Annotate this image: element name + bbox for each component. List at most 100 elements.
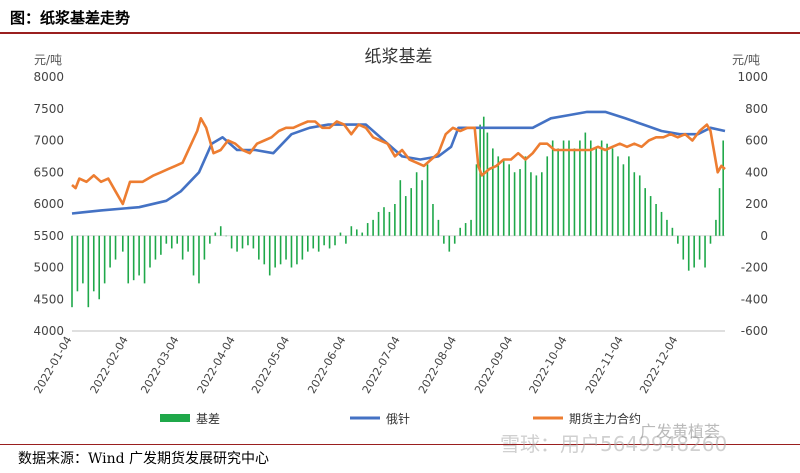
- basis-bar: [132, 235, 135, 281]
- basis-bar: [203, 235, 206, 260]
- y-tick-right: 0: [760, 229, 768, 243]
- x-tick-label: 2022-07-04: [360, 334, 403, 396]
- basis-bar: [198, 235, 200, 284]
- basis-bar: [366, 223, 369, 236]
- y-tick-left: 7500: [33, 102, 64, 116]
- basis-bar: [568, 140, 570, 236]
- y-axis-label-right: 元/吨: [732, 53, 760, 67]
- basis-bar: [677, 235, 679, 244]
- basis-bar: [589, 140, 592, 236]
- basis-bar: [247, 235, 249, 246]
- basis-bar: [479, 124, 481, 236]
- basis-bar: [432, 204, 434, 236]
- y-axis-label-left: 元/吨: [34, 53, 62, 67]
- basis-bar: [127, 235, 130, 284]
- basis-bar: [268, 235, 271, 276]
- basis-bar: [241, 235, 244, 249]
- basis-bar: [551, 140, 554, 236]
- basis-bar: [464, 223, 467, 236]
- y-tick-left: 6000: [33, 197, 64, 211]
- basis-bar: [622, 164, 625, 236]
- basis-bar: [290, 235, 293, 268]
- basis-bar: [92, 235, 95, 292]
- basis-bar: [718, 188, 721, 236]
- basis-bar: [383, 207, 385, 236]
- basis-bar: [704, 235, 706, 268]
- caption-rule: [0, 32, 800, 34]
- basis-bar: [595, 148, 598, 236]
- source-note: 数据来源：Wind 广发期货发展研究中心: [18, 451, 270, 467]
- figure-caption: 图：纸浆基差走势: [10, 9, 131, 27]
- basis-bars: [71, 116, 724, 308]
- basis-bar: [606, 143, 608, 236]
- basis-bar: [617, 156, 619, 236]
- basis-bar: [508, 164, 510, 236]
- basis-bar: [709, 235, 712, 244]
- basis-bar: [209, 235, 211, 244]
- basis-bar: [377, 211, 380, 236]
- basis-bar: [236, 235, 238, 252]
- basis-bar: [573, 148, 576, 236]
- basis-bar: [453, 235, 456, 244]
- x-tick-label: 2022-03-04: [138, 334, 181, 396]
- chart-area: 纸浆基差 元/吨 元/吨 4000 4500 5000 5500 6000 6500 7000 75…: [0, 34, 800, 444]
- basis-bar: [502, 159, 505, 236]
- x-tick-label: 2022-08-04: [416, 334, 459, 396]
- y-tick-right: -400: [741, 292, 768, 306]
- x-tick-label: 2022-12-04: [637, 334, 680, 396]
- basis-bar: [655, 204, 657, 236]
- basis-bar: [404, 196, 407, 236]
- basis-bar: [230, 235, 233, 249]
- basis-bar: [181, 235, 184, 260]
- basis-bar: [312, 235, 315, 249]
- basis-bar: [437, 219, 440, 236]
- basis-bar: [426, 164, 429, 236]
- basis-bar: [638, 175, 641, 236]
- basis-bar: [600, 140, 603, 236]
- basis-bar: [557, 148, 559, 236]
- basis-bar: [258, 235, 260, 260]
- basis-bar: [98, 235, 101, 300]
- basis-bar: [71, 235, 73, 308]
- basis-bar: [334, 235, 336, 246]
- basis-bar: [149, 235, 151, 268]
- x-tick-label: 2022-09-04: [472, 334, 515, 396]
- y-tick-left: 8000: [33, 70, 64, 84]
- basis-bar: [214, 232, 217, 236]
- legend-swatch-basis: [160, 414, 190, 422]
- basis-bar: [339, 232, 342, 236]
- basis-bar: [170, 235, 173, 249]
- legend-label: 期货主力合约: [569, 411, 641, 426]
- basis-bar: [671, 227, 674, 236]
- y-tick-left: 6500: [33, 165, 64, 179]
- basis-bar: [165, 235, 168, 244]
- basis-bar: [82, 235, 84, 284]
- y-tick-right: 400: [745, 165, 768, 179]
- y-tick-right: 600: [745, 134, 768, 148]
- basis-bar: [530, 172, 532, 236]
- basis-bar: [513, 172, 516, 236]
- basis-bar: [492, 148, 494, 236]
- x-tick-label: 2022-11-04: [583, 334, 626, 396]
- basis-bar: [143, 235, 146, 284]
- basis-bar: [475, 164, 478, 236]
- basis-bar: [660, 211, 663, 236]
- watermark-main: 雪球：用户5649948260: [500, 432, 728, 456]
- basis-bar: [355, 229, 358, 236]
- basis-bar: [187, 235, 189, 252]
- y-tick-right: 200: [745, 197, 768, 211]
- basis-bar: [160, 235, 162, 255]
- basis-bar: [584, 132, 587, 236]
- basis-bar: [317, 235, 320, 252]
- basis-bar: [388, 211, 391, 236]
- basis-bar: [109, 235, 111, 268]
- chart-title: 纸浆基差: [365, 47, 433, 67]
- basis-bar: [192, 235, 195, 276]
- figure-caption-bar: 图：纸浆基差走势: [0, 0, 800, 34]
- basis-bar: [421, 180, 423, 236]
- basis-bar: [649, 196, 652, 236]
- basis-bar: [252, 235, 255, 249]
- basis-bar: [644, 188, 646, 236]
- series-line-spot: [71, 110, 726, 215]
